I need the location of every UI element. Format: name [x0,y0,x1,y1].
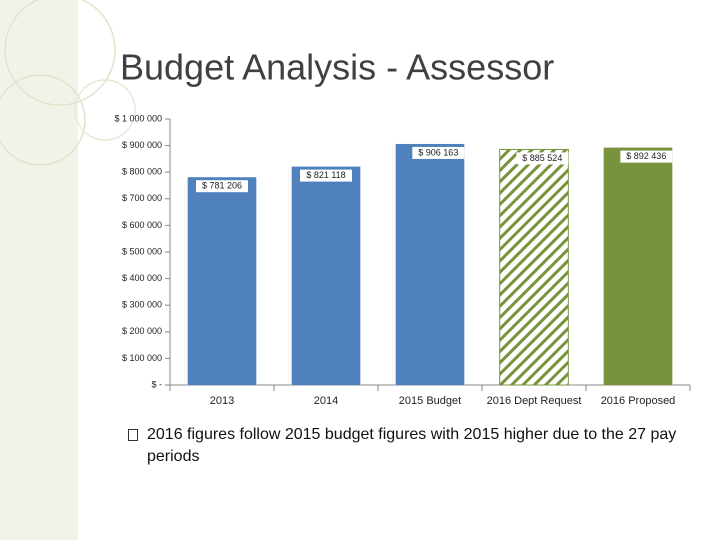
x-tick-label: 2014 [314,395,338,407]
value-label-bg [196,180,248,193]
x-tick-label: 2016 Proposed [601,395,676,407]
value-label: $ 892 436 [626,151,666,161]
value-label-bg [412,146,465,159]
decor-circle [4,0,116,106]
value-label-bg [620,150,673,163]
bar [187,177,257,385]
value-label: $ 885 524 [522,153,562,163]
y-tick-label: $ - [151,379,162,389]
bar [291,166,361,385]
bar [499,148,569,386]
chart-title: Budget Analysis - Assessor [120,47,554,88]
value-label: $ 906 163 [418,147,458,157]
y-tick-label: $ 600 000 [122,220,162,230]
value-label-bg [300,169,352,182]
y-tick-label: $ 800 000 [122,167,162,177]
y-tick-label: $ 100 000 [122,353,162,363]
y-tick-label: $ 300 000 [122,300,162,310]
x-tick-label: 2013 [210,395,234,407]
value-label: $ 821 118 [306,170,345,180]
value-label: $ 781 206 [202,181,242,191]
bar [395,143,465,385]
decor-circle [0,74,86,166]
x-tick-label: 2016 Dept Request [487,395,582,407]
bullet-mark [128,429,138,441]
y-tick-label: $ 900 000 [122,140,162,150]
y-tick-label: $ 700 000 [122,193,162,203]
y-tick-label: $ 500 000 [122,246,162,256]
bar [603,147,673,385]
value-label-bg [516,152,569,165]
x-tick-label: 2015 Budget [399,395,461,407]
decor-circle [74,79,136,141]
bullet-text: 2016 figures follow 2015 budget figures … [147,426,677,465]
y-tick-label: $ 1 000 000 [114,113,162,123]
y-tick-label: $ 400 000 [122,273,162,283]
side-band [0,0,78,540]
y-tick-label: $ 200 000 [122,326,162,336]
